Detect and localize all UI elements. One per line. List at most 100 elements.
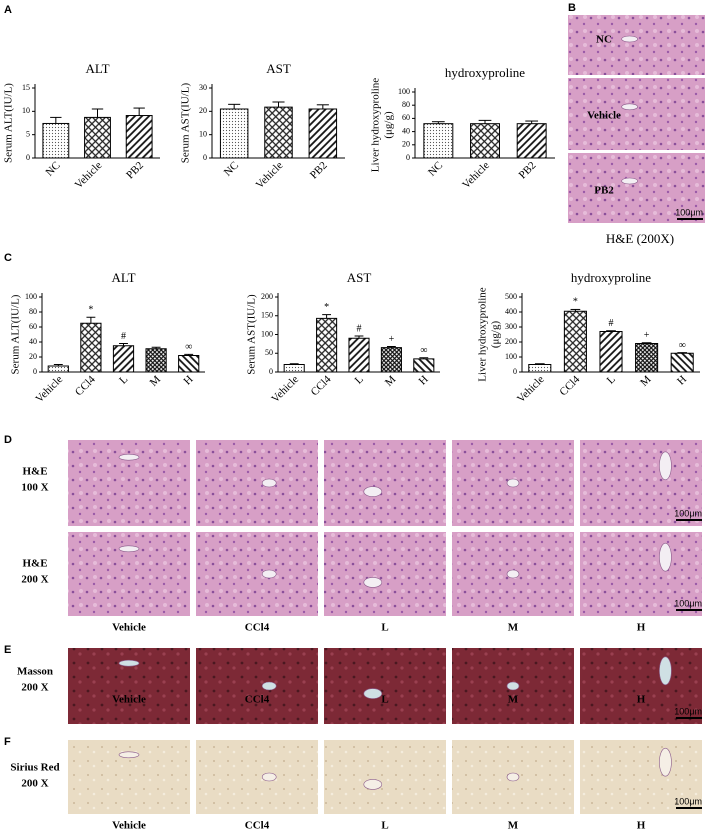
scale-label: 100μm (674, 706, 702, 716)
y-axis-label: Serum ALT(IU/L) (3, 83, 15, 163)
x-tick-label: CCl4 (73, 373, 98, 398)
x-tick-label: PB2 (308, 159, 330, 181)
micrograph (324, 648, 446, 724)
y-axis-label: Serum AST(IU/L) (246, 294, 258, 375)
error-bar (91, 108, 104, 118)
x-tick-label: M (383, 373, 399, 389)
panel-label: D (4, 434, 12, 446)
error-bar (228, 103, 241, 109)
bar (348, 337, 370, 373)
x-tick-label: PB2 (517, 159, 539, 181)
error-bar (570, 308, 581, 312)
y-tick-label: 40 (29, 337, 37, 346)
y-tick-label: 60 (29, 322, 37, 331)
x-tick-label: H (182, 373, 196, 387)
micrograph (68, 440, 190, 526)
bar (219, 108, 249, 159)
y-tick-label: 0 (33, 367, 37, 376)
vessel (261, 681, 277, 691)
y-tick-label: 100 (398, 87, 410, 96)
y-tick-label: 500 (505, 292, 517, 301)
micrograph (324, 740, 446, 814)
y-tick-label: 80 (29, 307, 37, 316)
annotation: # (609, 318, 614, 329)
y-tick-label: 50 (265, 348, 273, 357)
bar (125, 115, 153, 159)
x-tick-label: Vehicle (515, 373, 547, 405)
error-bar (50, 116, 62, 124)
y-tick-label: 150 (261, 311, 273, 320)
bar (80, 322, 102, 373)
column-label: Vehicle (112, 622, 146, 634)
panel-label: E (4, 644, 11, 656)
micrograph (580, 648, 702, 724)
micrograph (324, 532, 446, 616)
vessel (506, 681, 520, 691)
row-label: H&E (22, 558, 47, 570)
row-label: 100 X (21, 482, 48, 494)
x-tick-label: L (605, 373, 618, 386)
micrograph (68, 740, 190, 814)
x-tick-label: H (417, 373, 431, 387)
x-tick-label: Vehicle (73, 159, 105, 191)
x-tick-label: M (638, 373, 654, 389)
y-axis-label: Serum AST(IU/L) (180, 82, 192, 163)
micrograph (568, 153, 705, 223)
bar (380, 347, 402, 373)
bar (470, 123, 500, 159)
x-tick-label: NC (426, 159, 445, 178)
column-label: H (637, 820, 646, 832)
bar (47, 365, 69, 373)
y-tick-label: 30 (199, 83, 207, 92)
vessel (659, 747, 672, 777)
x-tick-label: Vehicle (33, 373, 65, 405)
annotation: ∞ (185, 342, 192, 353)
y-tick-label: 100 (25, 292, 37, 301)
y-tick-label: 20 (29, 352, 37, 361)
vessel (363, 688, 383, 699)
image-label: M (508, 694, 519, 706)
image-label: CCl4 (245, 694, 270, 706)
y-tick-label: 0 (269, 367, 273, 376)
vessel (363, 779, 383, 790)
micrograph (68, 648, 190, 724)
y-tick-label: 20 (199, 106, 207, 115)
panel-label: C (4, 252, 12, 264)
column-label: L (381, 622, 388, 634)
bar (670, 352, 694, 373)
bar (423, 123, 454, 159)
bar (178, 355, 200, 373)
row-label: 200 X (21, 778, 48, 790)
y-tick-label: 20 (402, 140, 410, 149)
row-label: Sirius Red (10, 762, 59, 774)
micrograph (324, 440, 446, 526)
bar (283, 364, 305, 373)
y-tick-label: 5 (26, 129, 30, 138)
vessel (261, 478, 277, 488)
scale-label: 100μm (675, 207, 703, 217)
x-tick-label: CCl4 (309, 373, 334, 398)
annotation: + (389, 334, 395, 345)
bar (563, 310, 587, 373)
column-label: L (381, 820, 388, 832)
y-axis-label: (μg/g) (383, 111, 395, 139)
bar (413, 358, 435, 373)
annotation: ∞ (420, 345, 427, 356)
error-bar (419, 357, 429, 359)
error-bar (478, 119, 492, 124)
vessel (118, 659, 140, 667)
vessel (621, 177, 638, 185)
column-label: Vehicle (112, 820, 146, 832)
vessel (659, 542, 672, 572)
scale-label: 100μm (674, 796, 702, 806)
error-bar (431, 121, 445, 124)
y-tick-label: 10 (199, 129, 207, 138)
y-axis-label: Liver hydroxyproline (477, 287, 489, 382)
x-tick-label: PB2 (124, 159, 146, 181)
vessel (118, 545, 140, 553)
y-tick-label: 60 (402, 113, 410, 122)
error-bar (354, 335, 364, 339)
row-label: PB2 (594, 185, 614, 197)
vessel (261, 569, 277, 579)
y-tick-label: 0 (513, 367, 517, 376)
